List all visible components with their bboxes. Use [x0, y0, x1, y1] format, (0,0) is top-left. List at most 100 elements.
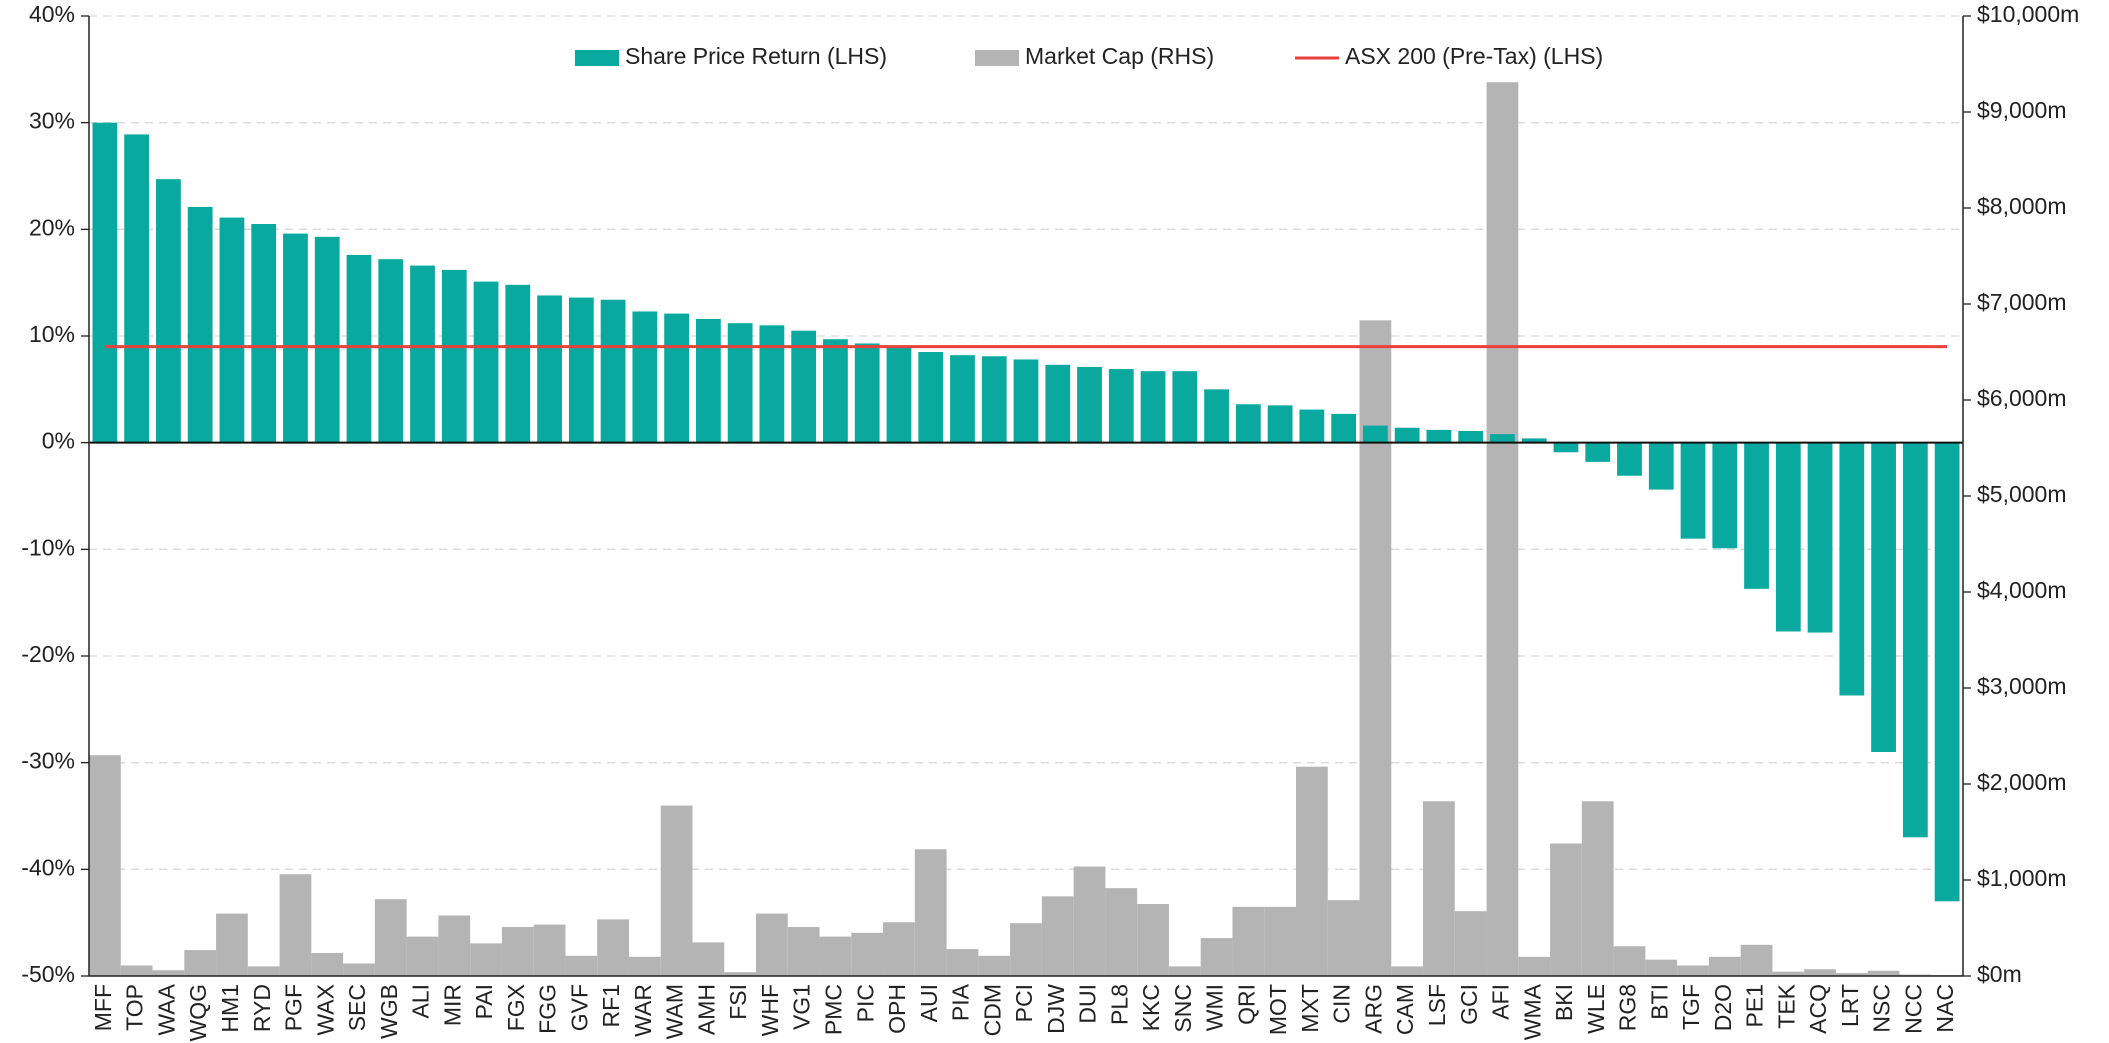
y2-tick-label: $1,000m [1977, 865, 2067, 891]
bar [914, 849, 947, 976]
x-tick-label: MFF [90, 984, 116, 1031]
bar [1204, 389, 1229, 443]
x-tick-label: GCI [1456, 984, 1482, 1025]
x-tick-label: MXT [1297, 984, 1323, 1033]
bar [1871, 442, 1896, 752]
bar [187, 206, 213, 443]
x-tick-label: PIA [948, 983, 974, 1021]
x-tick-label: BKI [1551, 984, 1577, 1021]
bar [283, 233, 308, 443]
bar [756, 913, 788, 976]
x-tick-label: WHF [757, 984, 783, 1036]
bar [124, 134, 150, 443]
x-tick-label: VG1 [789, 984, 815, 1030]
bar [660, 805, 693, 976]
x-tick-label: FGG [535, 984, 561, 1034]
bar [1648, 442, 1674, 490]
x-tick-label: RF1 [598, 984, 624, 1027]
x-tick-label: OPH [884, 984, 910, 1034]
bar [92, 122, 118, 443]
bar [1744, 442, 1769, 589]
bar [1105, 888, 1138, 976]
bar [1391, 966, 1424, 976]
bar [1458, 430, 1484, 443]
bar [1137, 904, 1169, 976]
bar [470, 943, 502, 976]
bar [1327, 900, 1360, 976]
bar [1108, 369, 1134, 443]
x-tick-label: NSC [1869, 984, 1895, 1033]
bar [1613, 946, 1646, 976]
x-tick-label: FGX [503, 984, 529, 1031]
y2-tick-label: $8,000m [1977, 193, 2067, 219]
bar [695, 318, 721, 443]
y2-tick-label: $0m [1977, 961, 2022, 987]
x-tick-label: WMI [1202, 984, 1228, 1031]
x-tick-label: NCC [1900, 984, 1926, 1034]
x-tick-label: RYD [249, 984, 275, 1032]
bar [597, 919, 629, 976]
x-tick-label: PIC [852, 984, 878, 1022]
bar [1553, 442, 1579, 453]
bar [1426, 429, 1452, 443]
y2-tick-label: $6,000m [1977, 385, 2067, 411]
bar [1680, 442, 1706, 539]
bar [664, 313, 689, 443]
x-tick-label: WAX [312, 984, 338, 1036]
x-tick-label: GVF [566, 984, 592, 1031]
x-tick-label: WMA [1519, 983, 1545, 1040]
y2-tick-label: $2,000m [1977, 769, 2067, 795]
bar [1454, 911, 1487, 976]
x-tick-label: QRI [1233, 984, 1259, 1025]
bar [950, 355, 975, 443]
bar [1902, 442, 1928, 838]
bar [1550, 843, 1582, 976]
bar [1804, 969, 1836, 976]
legend-label: Market Cap (RHS) [1025, 43, 1214, 69]
x-tick-label: RG8 [1615, 984, 1641, 1031]
bar [1232, 906, 1265, 976]
x-tick-label: CIN [1329, 984, 1355, 1024]
x-tick-label: PE1 [1742, 984, 1768, 1027]
bar [600, 299, 626, 443]
bar [759, 325, 785, 443]
bar [1045, 364, 1071, 443]
bar [346, 254, 372, 443]
bar [1867, 970, 1900, 976]
bar [1077, 366, 1102, 443]
bar [533, 924, 566, 976]
y2-tick-label: $7,000m [1977, 289, 2067, 315]
bar [1359, 320, 1392, 976]
x-tick-label: WAM [662, 984, 688, 1039]
bar [501, 927, 534, 976]
bar [1518, 956, 1551, 976]
bar [883, 922, 915, 976]
bar [791, 330, 817, 443]
x-tick-label: NAC [1932, 984, 1958, 1033]
x-tick-label: SEC [344, 984, 370, 1031]
bar [1934, 442, 1960, 902]
x-tick-label: MIR [439, 984, 465, 1026]
x-tick-label: D2O [1710, 984, 1736, 1031]
x-tick-label: CDM [979, 984, 1005, 1036]
bar [473, 281, 499, 443]
x-tick-label: PMC [821, 984, 847, 1035]
x-tick-label: DUI [1075, 984, 1101, 1024]
y2-tick-label: $3,000m [1977, 673, 2067, 699]
bar [1168, 966, 1201, 976]
x-tick-label: AMH [693, 984, 719, 1035]
bar [314, 236, 340, 443]
bar [823, 339, 848, 443]
bar [981, 356, 1007, 443]
bar [1013, 359, 1039, 443]
x-tick-label: TOP [122, 984, 148, 1031]
x-tick-label: WAR [630, 984, 656, 1037]
x-tick-label: KKC [1138, 984, 1164, 1031]
bar [1645, 959, 1678, 976]
bar [978, 955, 1011, 976]
bar [152, 970, 185, 976]
bar [1807, 442, 1833, 633]
y2-tick-label: $10,000m [1977, 1, 2079, 27]
x-tick-label: TGF [1678, 984, 1704, 1030]
